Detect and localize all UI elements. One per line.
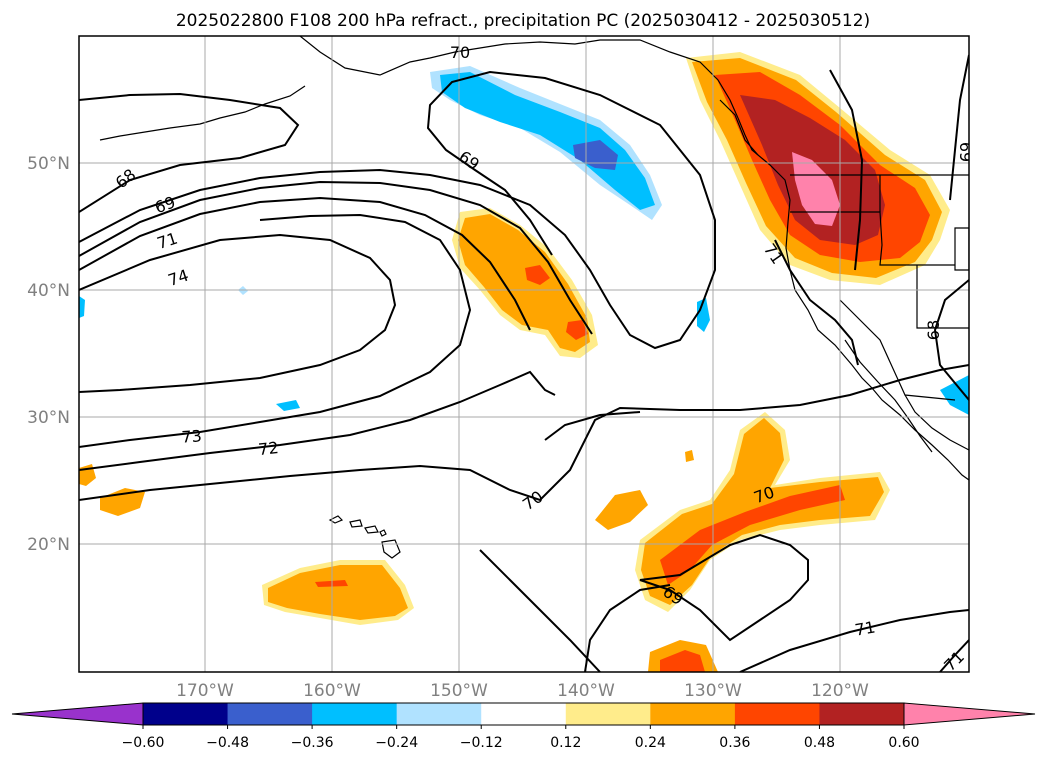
coast-north-america bbox=[737, 117, 969, 481]
contour-71-se bbox=[939, 639, 969, 672]
colorbar-swatch bbox=[734, 703, 820, 725]
colorbar-tick-label: −0.36 bbox=[291, 735, 334, 751]
precip-south-red bbox=[660, 650, 705, 672]
precip-subtrop-red bbox=[660, 485, 845, 585]
precip-midpac-orange bbox=[458, 214, 590, 352]
colorbar-tick-label: −0.24 bbox=[375, 735, 418, 751]
precip-midpac-red-1 bbox=[525, 265, 550, 285]
map-panel: 68 69 71 74 70 69 69 71 68 73 72 70 70 6… bbox=[79, 36, 975, 672]
colorbar-extend-max bbox=[903, 702, 1036, 726]
contour-70-mid bbox=[79, 364, 969, 502]
lat-label: 20°N bbox=[27, 535, 70, 555]
contour-71-south bbox=[739, 609, 969, 672]
coast-baja bbox=[844, 339, 933, 453]
lat-label: 50°N bbox=[27, 154, 70, 174]
colorbar-swatch bbox=[312, 703, 398, 725]
lon-label: 150°W bbox=[430, 681, 488, 701]
contour-68-east bbox=[933, 279, 969, 401]
contour-label: 73 bbox=[181, 426, 203, 446]
contour-74 bbox=[79, 233, 397, 393]
colorbar-swatch bbox=[396, 703, 482, 725]
contour-71-pnw bbox=[774, 239, 859, 366]
colorbar-swatch bbox=[819, 703, 905, 725]
lat-label: 30°N bbox=[27, 408, 70, 428]
precip-pnw-pink bbox=[792, 152, 840, 226]
political-boundaries bbox=[790, 174, 969, 401]
map-title: 2025022800 F108 200 hPa refract., precip… bbox=[176, 11, 870, 31]
contour-69-south bbox=[639, 533, 809, 642]
longitude-labels: 170°W 160°W 150°W 140°W 130°W 120°W bbox=[176, 681, 869, 701]
lon-label: 170°W bbox=[176, 681, 234, 701]
lat-label: 40°N bbox=[27, 281, 70, 301]
coast-bc-islands bbox=[719, 99, 759, 156]
hawaiian-islands bbox=[328, 515, 401, 559]
contour-72 bbox=[79, 370, 556, 471]
colorbar-tick-label: −0.48 bbox=[206, 735, 249, 751]
contour-68 bbox=[79, 92, 300, 213]
contour-71 bbox=[79, 180, 593, 335]
precip-blue-small-2 bbox=[940, 375, 969, 415]
contour-72-west bbox=[79, 196, 531, 331]
contour-69-west bbox=[79, 70, 716, 350]
contour-cyclone bbox=[544, 411, 641, 441]
coast-gulf-ca bbox=[904, 394, 969, 451]
colorbar-tick-label: 0.48 bbox=[804, 735, 835, 751]
precip-subtrop-small-1 bbox=[595, 490, 648, 530]
contour-east-2 bbox=[949, 54, 969, 201]
colorbar-tick-label: 0.24 bbox=[635, 735, 666, 751]
colorbar bbox=[11, 702, 1036, 726]
lon-label: 120°W bbox=[811, 681, 869, 701]
colorbar-swatch bbox=[565, 703, 651, 725]
precip-midpac-red-2 bbox=[566, 320, 588, 340]
precip-negative-areas bbox=[79, 66, 969, 415]
latitude-labels: 50°N 40°N 30°N 20°N bbox=[27, 154, 70, 555]
colorbar-swatch bbox=[481, 703, 567, 725]
contour-label: 69 bbox=[956, 142, 975, 162]
colorbar-tick-label: 0.60 bbox=[888, 735, 919, 751]
lon-label: 160°W bbox=[303, 681, 361, 701]
precip-subtrop-small-2 bbox=[685, 450, 694, 462]
precip-blue-north-pacific-core bbox=[440, 72, 655, 210]
colorbar-swatch bbox=[143, 703, 229, 725]
colorbar-frame bbox=[142, 702, 905, 726]
refractivity-contours bbox=[79, 54, 969, 672]
colorbar-swatch bbox=[227, 703, 313, 725]
coastlines bbox=[99, 36, 969, 481]
precip-positive-areas bbox=[79, 52, 950, 672]
contour-label: 70 bbox=[450, 43, 470, 62]
coast-aleutians bbox=[99, 85, 306, 141]
contour-label: 71 bbox=[853, 617, 876, 639]
precip-blue-small-5 bbox=[79, 296, 85, 318]
precip-blue-small-3 bbox=[276, 400, 300, 411]
map-frame bbox=[78, 35, 970, 673]
contour-73 bbox=[79, 213, 472, 448]
colorbar-tick-label: −0.12 bbox=[460, 735, 503, 751]
colorbar-extend-min bbox=[11, 702, 144, 726]
colorbar-tick-label: −0.60 bbox=[122, 735, 165, 751]
contour-70-south bbox=[479, 549, 601, 672]
contour-70-south-2 bbox=[584, 584, 671, 672]
contour-label: 68 bbox=[924, 320, 943, 340]
graticule bbox=[79, 36, 969, 672]
colorbar-swatch bbox=[650, 703, 736, 725]
colorbar-tick-label: 0.36 bbox=[719, 735, 750, 751]
lon-label: 140°W bbox=[557, 681, 615, 701]
colorbar-tick-labels: −0.60 −0.48 −0.36 −0.24 −0.12 0.12 0.24 0.36 0.4… bbox=[122, 725, 920, 751]
contour-label: 72 bbox=[257, 438, 279, 459]
coast-alaska bbox=[299, 36, 739, 119]
contour-east-1 bbox=[829, 69, 864, 271]
colorbar-tick-label: 0.12 bbox=[550, 735, 581, 751]
lon-label: 130°W bbox=[684, 681, 742, 701]
precip-hawaii-orange bbox=[268, 565, 408, 620]
